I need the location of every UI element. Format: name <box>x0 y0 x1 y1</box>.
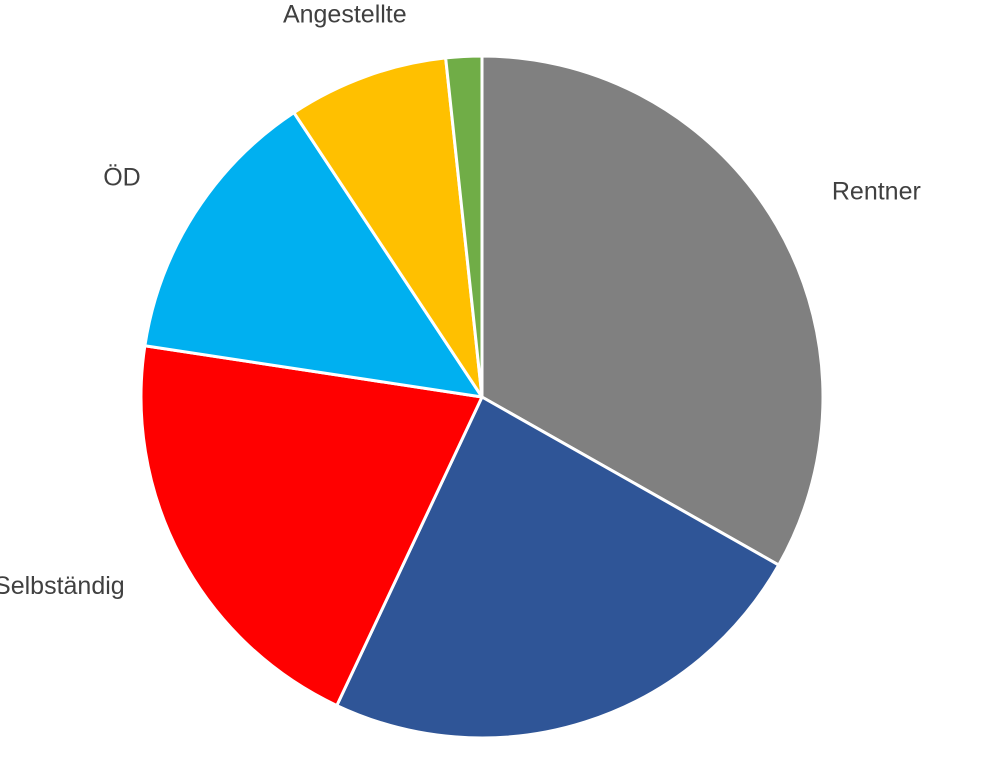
pie-slice-od <box>143 111 484 399</box>
pie-label-selbstandig: Selbständig <box>0 572 125 600</box>
pie-slices <box>139 54 825 740</box>
pie-slice-angestellte <box>292 56 484 399</box>
pie-slice-rentner <box>480 54 825 567</box>
pie-label-angestellte: Angestellte <box>283 1 407 29</box>
pie-slice-burgermeister <box>335 395 781 740</box>
pie-label-unbekannt: unbekannt <box>402 0 519 5</box>
pie-slice-unbekannt <box>444 54 484 399</box>
pie-label-rentner: Rentner <box>832 178 921 206</box>
pie-slice-selbstandig <box>139 344 484 708</box>
pie-labels: RentnerBürgermeisterSelbständigÖDAngeste… <box>0 0 921 600</box>
pie-label-od: ÖD <box>103 164 141 192</box>
